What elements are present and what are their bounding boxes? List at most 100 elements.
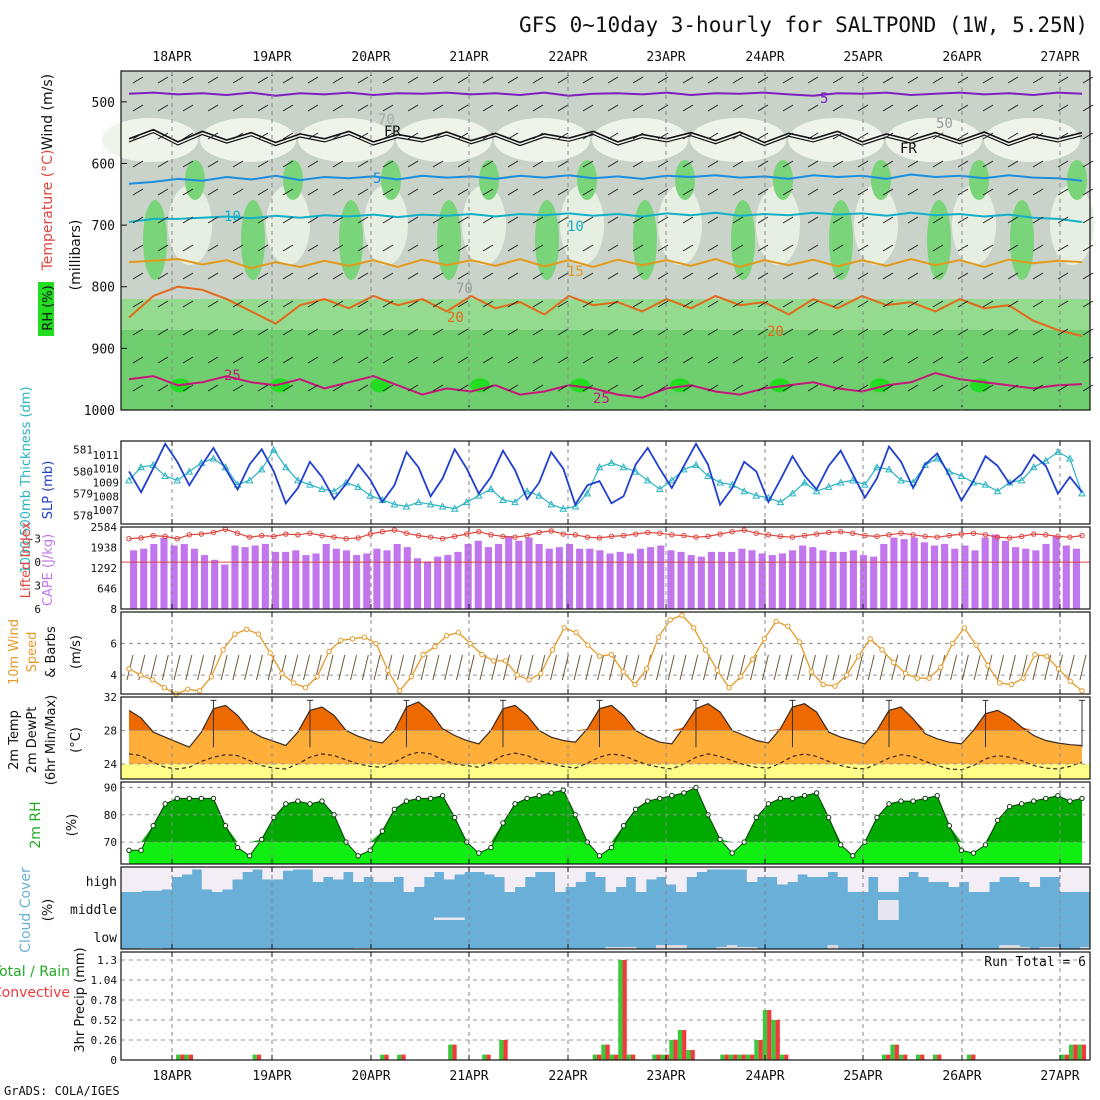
wind-barb <box>282 76 294 84</box>
lifted-marker <box>717 531 723 537</box>
wind-barb <box>482 188 494 196</box>
wind-barb <box>457 244 469 252</box>
wind-barb <box>457 300 469 308</box>
precip-total-bar <box>771 1020 776 1060</box>
wind-barb <box>757 132 769 140</box>
wind10-marker <box>220 647 226 653</box>
thickness-marker <box>330 487 338 495</box>
rh-moist-patch <box>871 160 891 200</box>
date-label-bottom: 20APR <box>351 1069 390 1084</box>
cloud-high-gap <box>716 867 728 870</box>
cape-bar <box>748 550 756 609</box>
cape-bar <box>677 551 685 609</box>
cape-bar <box>930 545 939 609</box>
lifted-marker <box>379 528 386 535</box>
wind-barb <box>482 356 494 364</box>
wind-barb <box>232 300 244 308</box>
wind-barb <box>457 272 469 280</box>
contour-label: 15 <box>567 264 584 280</box>
cape-bar <box>150 543 158 609</box>
cloud-high-gap <box>635 867 647 892</box>
contour-label: 20 <box>767 324 784 340</box>
cloud-high-gap <box>736 867 748 870</box>
precip-total-bar <box>728 1054 734 1060</box>
wind10-marker <box>1032 651 1038 658</box>
wind10-barb <box>420 654 428 681</box>
cape-bar <box>647 547 655 609</box>
cape-bar <box>819 550 827 609</box>
wind-barb <box>382 216 394 224</box>
wind-barb <box>757 76 769 84</box>
wind-barb <box>182 216 194 224</box>
thickness-marker <box>776 498 785 506</box>
thickness-marker <box>438 502 447 510</box>
wind-barb <box>632 76 644 84</box>
y-tick-label: 600 <box>92 157 115 172</box>
wind-barb <box>407 384 419 392</box>
rh2m-marker <box>813 790 820 796</box>
rh2m-marker <box>765 801 772 807</box>
lifted-marker <box>825 529 832 536</box>
t2m-pale-band <box>121 763 1090 779</box>
wind-barb <box>707 244 719 252</box>
lifted-marker <box>572 532 579 538</box>
cape-bar <box>1052 536 1060 609</box>
t2m-tick-label: 32 <box>104 691 117 704</box>
lifted-marker <box>439 536 446 542</box>
wind-barb <box>257 244 269 252</box>
wind-barb <box>832 188 844 196</box>
cape-bar <box>768 555 776 609</box>
wind-barb <box>982 300 994 308</box>
contour-label: 70 <box>378 112 395 128</box>
cape-bar <box>363 553 371 609</box>
wind10-barb <box>808 654 816 681</box>
cloud-high-gap <box>544 867 556 872</box>
wind-barb <box>807 328 819 336</box>
rh2m-marker <box>391 806 398 813</box>
cloud-high-gap <box>948 867 960 887</box>
wind-barb <box>482 272 494 280</box>
rh-moist-patch <box>927 200 951 280</box>
wind10-marker <box>314 673 320 680</box>
wind-barb <box>682 188 694 196</box>
wind-barb <box>282 328 294 336</box>
lifted-marker <box>705 533 711 540</box>
wind10-unit-label: (m/s) <box>69 635 84 669</box>
wind10-barb <box>503 654 510 681</box>
lifted-marker <box>331 534 337 540</box>
rh2m-marker <box>415 795 422 802</box>
wind10-barb <box>903 654 911 681</box>
cape-bar <box>413 558 422 609</box>
wind-barb <box>832 356 844 364</box>
rh-dry-patch <box>658 185 702 265</box>
cloud-high-gap <box>151 867 162 891</box>
precip-total-bar <box>184 1054 189 1060</box>
wind-barb <box>332 356 344 364</box>
wind-barb <box>932 132 944 140</box>
precip-convective-bar <box>596 1054 602 1060</box>
lifted-marker <box>657 530 663 536</box>
precip-total-bar <box>1068 1044 1074 1060</box>
wind10-marker <box>279 670 285 677</box>
wind-barb <box>932 216 944 224</box>
cloud-high-gap <box>1059 867 1071 892</box>
lifted-marker <box>367 531 373 537</box>
thickness-marker <box>873 463 881 471</box>
cloud-high-gap <box>141 867 152 891</box>
wind10-marker <box>573 629 579 636</box>
rh2m-marker <box>210 795 217 802</box>
lifted-marker <box>126 536 132 542</box>
wind-barb <box>357 216 369 224</box>
wind-barb <box>482 104 494 112</box>
cloud-high-gap <box>555 867 566 892</box>
cloud-low-gap <box>666 945 677 949</box>
rh-moist-patch <box>969 160 989 200</box>
wind10-marker <box>1079 688 1085 694</box>
panel-frame <box>120 781 1091 865</box>
cape-bar <box>951 548 959 609</box>
cloud-high-gap <box>1069 867 1081 892</box>
cape-bar <box>251 545 259 609</box>
wind-barb <box>482 76 494 84</box>
wind-barb <box>1007 188 1019 196</box>
wind-barb <box>732 188 744 196</box>
